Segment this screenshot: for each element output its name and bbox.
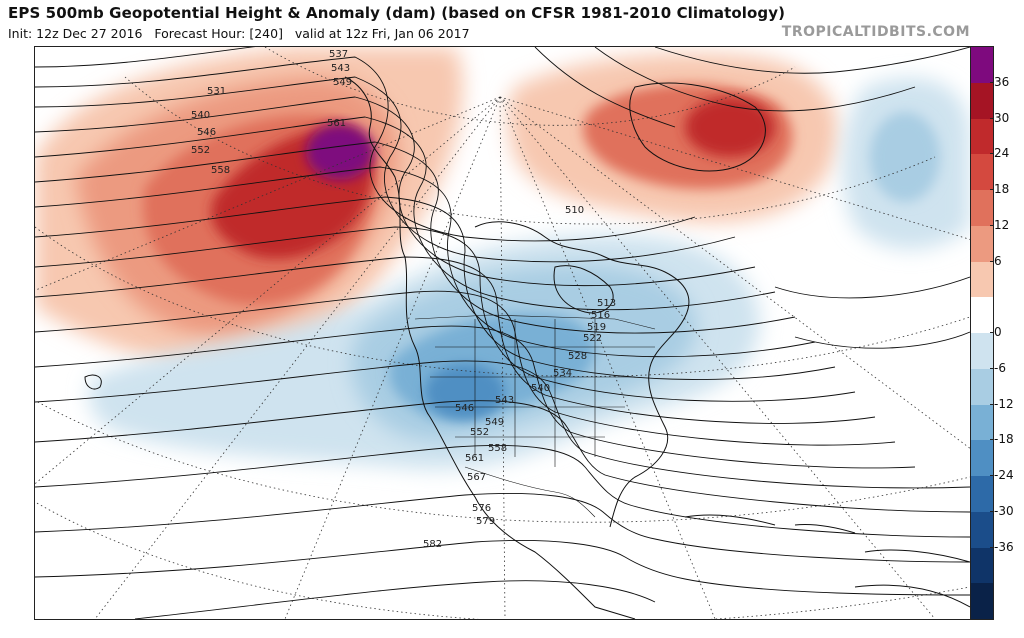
height-label: 549 bbox=[333, 77, 352, 88]
colorbar-tick-label: 24 bbox=[989, 146, 1010, 161]
anomaly-shading bbox=[35, 47, 970, 470]
height-label: 546 bbox=[455, 403, 474, 414]
positive-anomaly-max-greenland bbox=[685, 97, 775, 157]
height-label: 534 bbox=[553, 368, 572, 379]
colorbar-segment bbox=[971, 118, 993, 155]
colorbar-segment bbox=[971, 583, 993, 619]
colorbar-segment bbox=[971, 190, 993, 227]
colorbar-tick-label: 18 bbox=[989, 182, 1010, 196]
colorbar-segment bbox=[971, 154, 993, 191]
height-label: 540 bbox=[191, 110, 210, 121]
colorbar-segment bbox=[971, 225, 993, 262]
height-label: 576 bbox=[472, 503, 491, 514]
height-label: 516 bbox=[591, 310, 610, 321]
height-label: 567 bbox=[467, 472, 486, 483]
positive-anomaly-max-alaska bbox=[306, 124, 374, 180]
coastlines bbox=[84, 76, 970, 619]
forecast-hour: Forecast Hour: [240] bbox=[154, 26, 283, 41]
negative-anomaly-max-us bbox=[425, 364, 505, 420]
height-label: 531 bbox=[207, 86, 226, 97]
negative-anomaly-atlantic-core bbox=[870, 112, 940, 202]
height-label: 528 bbox=[568, 351, 587, 362]
colorbar-segment bbox=[971, 297, 993, 334]
brand-watermark: TROPICALTIDBITS.COM bbox=[781, 24, 970, 40]
height-label: 558 bbox=[211, 165, 230, 176]
colorbar-tick-label: -6 bbox=[990, 360, 1006, 375]
height-label: 522 bbox=[583, 333, 602, 344]
colorbar-tick-label: 0 bbox=[990, 325, 1002, 339]
colorbar-tick-label: -30 bbox=[990, 503, 1014, 518]
colorbar-segment bbox=[971, 476, 993, 513]
colorbar-tick-label: 6 bbox=[990, 253, 1002, 268]
weather-map: 537 543 549 531 540 546 552 558 561 510 … bbox=[34, 46, 971, 620]
height-label: 558 bbox=[488, 443, 507, 454]
height-label: 552 bbox=[470, 427, 489, 438]
init-time: Init: 12z Dec 27 2016 bbox=[8, 26, 143, 41]
height-label: 519 bbox=[587, 322, 606, 333]
colorbar-segment bbox=[971, 440, 993, 477]
colorbar-segment bbox=[971, 82, 993, 119]
height-label: 561 bbox=[327, 118, 346, 129]
map-subtitle: Init: 12z Dec 27 2016 Forecast Hour: [24… bbox=[8, 26, 470, 41]
colorbar-segment bbox=[971, 404, 993, 441]
height-labels: 537 543 549 531 540 546 552 558 561 510 … bbox=[191, 49, 616, 550]
height-label: 552 bbox=[191, 145, 210, 156]
valid-time: valid at 12z Fri, Jan 06 2017 bbox=[294, 26, 470, 41]
height-label: 546 bbox=[197, 127, 216, 138]
height-label: 579 bbox=[476, 516, 495, 527]
colorbar-tick-label: -18 bbox=[990, 432, 1014, 447]
graticule bbox=[35, 47, 970, 619]
colorbar-segment bbox=[971, 511, 993, 548]
political-boundaries bbox=[414, 314, 656, 518]
colorbar-segment bbox=[971, 547, 993, 584]
height-label: 582 bbox=[423, 539, 442, 550]
anomaly-colorbar bbox=[970, 46, 994, 620]
height-label: 549 bbox=[485, 417, 504, 428]
colorbar-tick-label: 36 bbox=[989, 74, 1010, 89]
height-label: 543 bbox=[495, 395, 514, 406]
height-label: 561 bbox=[465, 453, 484, 464]
colorbar-segment bbox=[971, 47, 993, 84]
height-contours bbox=[35, 47, 970, 619]
colorbar-segment bbox=[971, 333, 993, 370]
colorbar-tick-label: 30 bbox=[989, 110, 1010, 125]
height-label: 537 bbox=[329, 49, 348, 60]
map-title: EPS 500mb Geopotential Height & Anomaly … bbox=[8, 4, 786, 22]
colorbar-tick-label: -24 bbox=[990, 468, 1014, 482]
colorbar-tick-label: -36 bbox=[990, 539, 1014, 554]
map-canvas: 537 543 549 531 540 546 552 558 561 510 … bbox=[35, 47, 970, 619]
height-label: 513 bbox=[597, 298, 616, 309]
colorbar-segment bbox=[971, 261, 993, 298]
colorbar-tick-label: -12 bbox=[990, 396, 1014, 411]
colorbar-tick-label: 12 bbox=[989, 217, 1010, 232]
height-label: 540 bbox=[531, 383, 550, 394]
height-label: 510 bbox=[565, 205, 584, 216]
height-label: 543 bbox=[331, 63, 350, 74]
colorbar-segment bbox=[971, 368, 993, 405]
